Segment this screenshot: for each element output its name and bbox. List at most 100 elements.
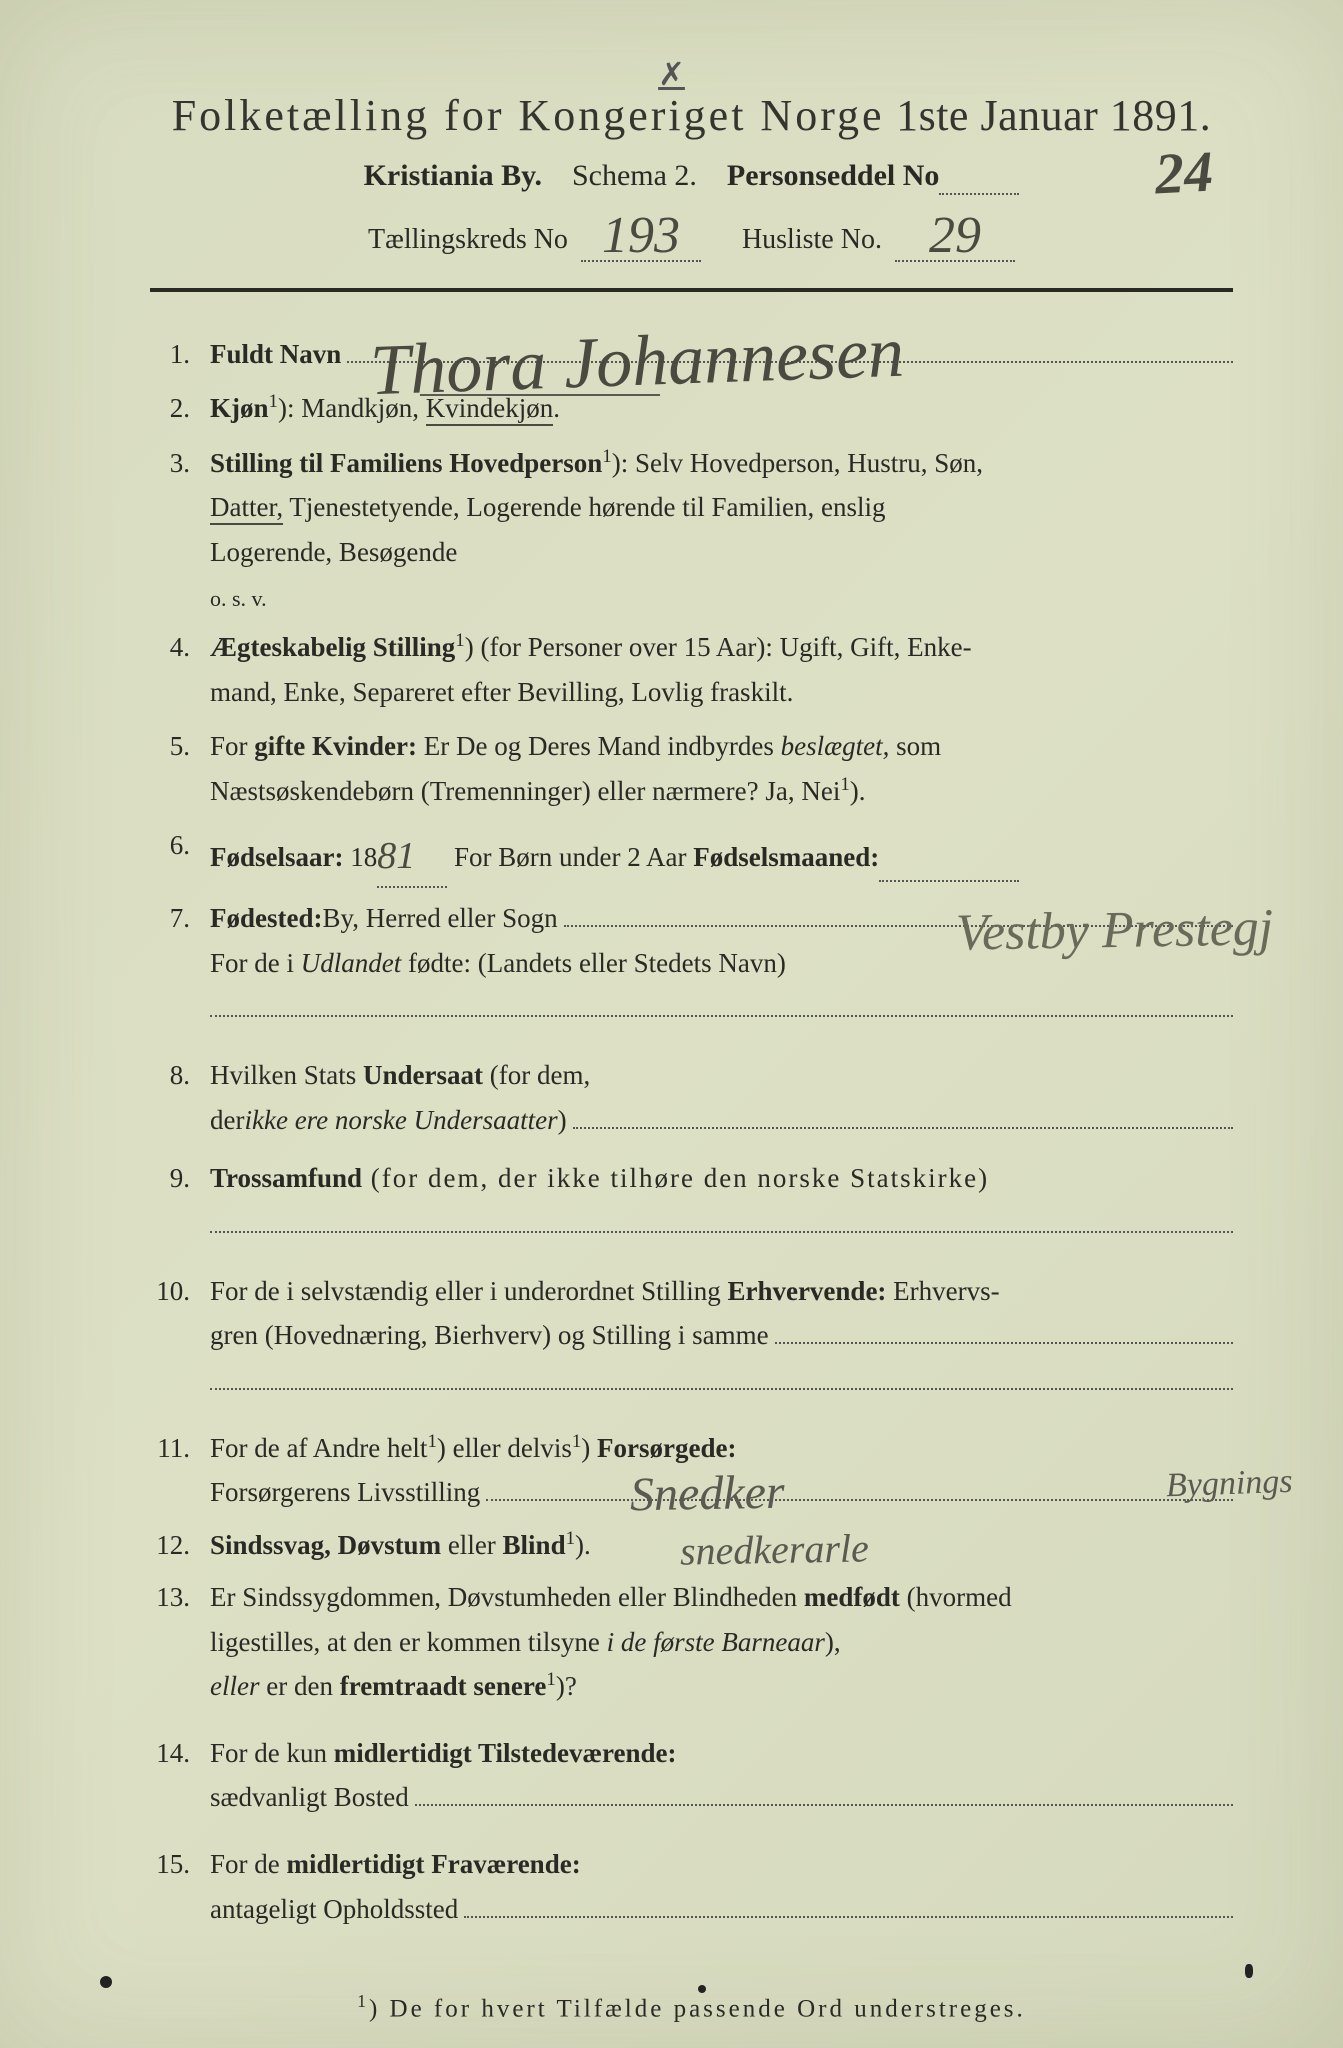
q13-text3: ligestilles, at den er kommen tilsyne: [210, 1627, 607, 1657]
q12-label: Sindssvag, Døvstum: [210, 1530, 441, 1560]
main-title: Folketælling for Kongeriget Norge 1ste J…: [150, 90, 1233, 141]
q11-text1: For de af Andre helt: [210, 1433, 427, 1463]
q8-num: 8.: [150, 1053, 210, 1142]
q5-tail: ).: [850, 776, 866, 806]
q4-text2: mand, Enke, Separeret efter Bevilling, L…: [210, 677, 793, 707]
top-check-mark: ✗: [658, 55, 685, 93]
q1-row: 1. Fuldt Navn Thora Johannesen: [150, 332, 1233, 377]
q6-num: 6.: [150, 823, 210, 888]
city-label: Kristiania By.: [364, 159, 542, 192]
q8-text3: der: [210, 1098, 244, 1143]
husliste-label: Husliste No.: [742, 224, 882, 255]
q14-text2: sædvanligt Bosted: [210, 1775, 409, 1820]
q7-row: 7. Fødested: By, Herred eller Sogn Vestb…: [150, 896, 1233, 1031]
q12-num: 12.: [150, 1523, 210, 1568]
q13-b1: medfødt: [804, 1582, 900, 1612]
q7-text1: By, Herred eller Sogn: [322, 896, 557, 941]
q15-num: 15.: [150, 1842, 210, 1931]
q13-text1: Er Sindssygdommen, Døvstumheden eller Bl…: [210, 1582, 804, 1612]
q2-num: 2.: [150, 386, 210, 431]
q8-text1: Hvilken Stats: [210, 1060, 363, 1090]
q9-text: (for dem, der ikke tilhøre den norske St…: [362, 1163, 989, 1193]
q10-text1: For de i selvstændig eller i underordnet…: [210, 1276, 727, 1306]
q15-text2: antageligt Opholdssted: [210, 1887, 458, 1932]
header-divider: [150, 288, 1233, 292]
q2-row: 2. Kjøn1): Mandkjøn, Kvindekjøn.: [150, 386, 1233, 431]
q13-text4: ),: [825, 1627, 841, 1657]
q14-row: 14. For de kun midlertidigt Tilstedevære…: [150, 1731, 1233, 1820]
hw-personseddel-no: 24: [1153, 138, 1214, 208]
title-part-a: Folketælling for Kongeriget Norge: [172, 91, 885, 140]
q1-num: 1.: [150, 332, 210, 377]
q7-num: 7.: [150, 896, 210, 1031]
q4-num: 4.: [150, 625, 210, 714]
q8-label: Undersaat: [363, 1060, 483, 1090]
q7-ital: Udlandet: [301, 948, 402, 978]
q13-text5b: er den: [259, 1671, 339, 1701]
q1-label: Fuldt Navn: [210, 332, 341, 377]
q5-num: 5.: [150, 724, 210, 813]
q4-row: 4. Ægteskabelig Stilling1) (for Personer…: [150, 625, 1233, 714]
q13-num: 13.: [150, 1575, 210, 1709]
q14-pre: For de kun: [210, 1738, 334, 1768]
q13-text2: (hvormed: [900, 1582, 1012, 1612]
q7-text3: fødte: (Landets eller Stedets Navn): [401, 948, 786, 978]
q4-label: Ægteskabelig Stilling: [210, 632, 455, 662]
q3-underlined: Datter,: [210, 492, 283, 525]
q5-ital1: beslægtet,: [781, 731, 890, 761]
q3-text1: ): Selv Hovedperson, Hustru, Søn,: [612, 448, 983, 478]
schema-label: Schema 2.: [572, 159, 697, 192]
q13-tail: )?: [556, 1671, 577, 1701]
q4-text1: ) (for Personer over 15 Aar): Ugift, Gif…: [465, 632, 972, 662]
q2-underlined: Kvindekjøn: [426, 393, 554, 426]
q10-label: Erhvervende:: [727, 1276, 886, 1306]
q15-pre: For de: [210, 1849, 287, 1879]
q13-text5a: eller: [210, 1671, 259, 1701]
q8-text4: ): [558, 1098, 567, 1143]
q3-row: 3. Stilling til Familiens Hovedperson1):…: [150, 441, 1233, 619]
q6-mid: For Børn under 2 Aar: [447, 842, 693, 872]
q11-text2: ) eller delvis: [437, 1433, 572, 1463]
q14-label: midlertidigt Tilstedeværende:: [334, 1738, 677, 1768]
footnote: 1) De for hvert Tilfælde passende Ord un…: [150, 1991, 1233, 2023]
q13-row: 13. Er Sindssygdommen, Døvstumheden elle…: [150, 1575, 1233, 1709]
q9-num: 9.: [150, 1156, 210, 1246]
hw-liste-no: 29: [895, 213, 1015, 262]
hw-birth-year: 81: [377, 825, 415, 888]
q13-b2: fremtraadt senere: [340, 1671, 547, 1701]
q12-label2: Blind: [503, 1530, 566, 1560]
q7-label: Fødested:: [210, 896, 322, 941]
q11-text3: ): [581, 1433, 597, 1463]
paper-mark-3: [1245, 1964, 1253, 1978]
q8-ital: ikke ere norske Undersaatter: [244, 1098, 557, 1143]
q2-text: ): Mandkjøn,: [278, 393, 426, 423]
q11-num: 11.: [150, 1426, 210, 1515]
q2-tail: .: [553, 393, 560, 423]
q6-label: Fødselsaar:: [210, 842, 343, 872]
q9-label: Trossamfund: [210, 1163, 362, 1193]
footnote-text: ) De for hvert Tilfælde passende Ord und…: [369, 1995, 1026, 2022]
q7-text2: For de i: [210, 948, 301, 978]
q14-num: 14.: [150, 1731, 210, 1820]
hw-birthplace: Vestby Prestegj: [955, 885, 1274, 976]
title-part-b: 1ste Januar 1891.: [896, 91, 1211, 140]
q6-row: 6. Fødselsaar: 1881 For Børn under 2 Aar…: [150, 823, 1233, 888]
q5-row: 5. For gifte Kvinder: Er De og Deres Man…: [150, 724, 1233, 813]
q10-num: 10.: [150, 1269, 210, 1404]
q5-label: gifte Kvinder:: [254, 731, 417, 761]
q3-num: 3.: [150, 441, 210, 619]
q3-text3: Logerende, Besøgende: [210, 537, 457, 567]
q13-ital: i de første Barneaar: [607, 1627, 825, 1657]
subtitle-row: Kristiania By. Schema 2. Personseddel No…: [150, 159, 1233, 195]
q3-osv: o. s. v.: [210, 586, 267, 611]
q10-text2: Erhvervs-: [886, 1276, 999, 1306]
taellingskreds-label: Tællingskreds No: [368, 224, 568, 255]
hw-disability-note: snedkerarle: [679, 1515, 869, 1584]
q11-row: 11. For de af Andre helt1) eller delvis1…: [150, 1426, 1233, 1515]
q3-label: Stilling til Familiens Hovedperson: [210, 448, 602, 478]
q15-label: midlertidigt Fraværende:: [287, 1849, 581, 1879]
line3-row: Tællingskreds No 193 Husliste No. 29: [150, 209, 1233, 258]
q12-mid: eller: [441, 1530, 502, 1560]
q6-prefix: 18: [343, 842, 377, 872]
personseddel-label: Personseddel No: [727, 159, 940, 192]
